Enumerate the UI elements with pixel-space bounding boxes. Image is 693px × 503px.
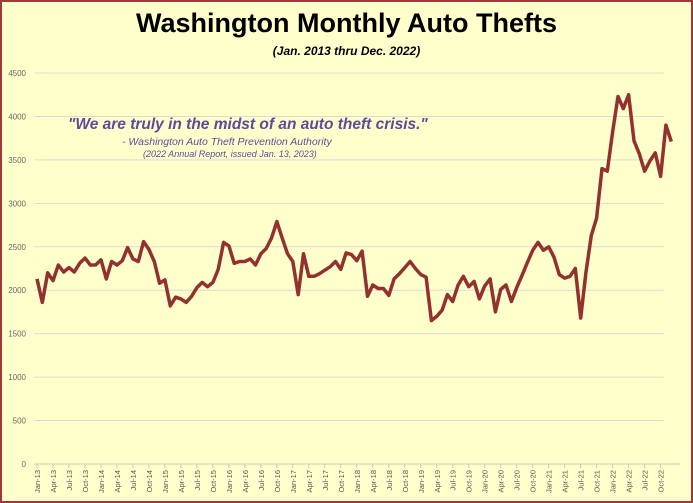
x-tick-label: Apr-19: [433, 470, 442, 493]
x-tick-label: Apr-18: [369, 470, 378, 493]
y-tick-label: 4000: [8, 112, 26, 121]
x-tick-label: Jul-20: [513, 470, 522, 490]
x-tick-label: Apr-21: [561, 470, 570, 493]
x-tick-label: Jul-17: [321, 470, 330, 490]
x-tick-label: Oct-19: [465, 470, 474, 493]
x-tick-label: Jan-15: [161, 470, 170, 493]
x-tick-label: Jan-20: [481, 470, 490, 493]
series-line: [35, 92, 673, 323]
x-tick-label: Jan-22: [609, 470, 618, 493]
x-tick-label: Jul-22: [641, 470, 650, 490]
x-tick-label: Oct-22: [657, 470, 666, 493]
x-tick-label: Oct-21: [593, 470, 602, 493]
x-tick-label: Jan-14: [97, 470, 106, 493]
y-tick-label: 0: [22, 460, 27, 469]
annotation-source: (2022 Annual Report, issued Jan. 13, 202…: [143, 149, 317, 159]
x-tick-label: Oct-15: [209, 470, 218, 493]
x-tick-label: Jul-13: [65, 470, 74, 490]
x-tick-label: Oct-16: [273, 470, 282, 493]
x-tick-label: Jul-18: [385, 470, 394, 490]
x-tick-label: Jul-21: [577, 470, 586, 490]
x-tick-label: Apr-15: [177, 470, 186, 493]
x-tick-label: Jan-17: [289, 470, 298, 493]
x-tick-label: Oct-14: [145, 470, 154, 493]
x-tick-label: Apr-17: [305, 470, 314, 493]
y-tick-label: 1500: [8, 330, 26, 339]
y-tick-label: 3500: [8, 156, 26, 165]
y-tick-label: 2500: [8, 243, 26, 252]
y-tick-label: 3000: [8, 199, 26, 208]
y-tick-label: 1000: [8, 373, 26, 382]
chart-subtitle: (Jan. 2013 thru Dec. 2022): [272, 44, 421, 58]
x-tick-label: Apr-16: [241, 470, 250, 493]
x-tick-label: Jul-14: [129, 470, 138, 490]
x-tick-label: Apr-13: [49, 470, 58, 493]
x-tick-label: Jul-15: [193, 470, 202, 490]
x-tick-label: Jul-16: [257, 470, 266, 490]
x-tick-label: Oct-17: [337, 470, 346, 493]
x-tick-label: Apr-20: [497, 470, 506, 493]
y-tick-label: 2000: [8, 286, 26, 295]
x-tick-label: Oct-20: [529, 470, 538, 493]
x-tick-label: Jul-19: [449, 470, 458, 490]
x-tick-label: Apr-14: [113, 470, 122, 493]
x-tick-label: Apr-22: [625, 470, 634, 493]
x-tick-label: Jan-19: [417, 470, 426, 493]
chart-title: Washington Monthly Auto Thefts: [136, 8, 557, 38]
x-tick-label: Jan-16: [225, 470, 234, 493]
annotation-quote: "We are truly in the midst of an auto th…: [68, 116, 428, 133]
x-tick-label: Jan-21: [545, 470, 554, 493]
x-tick-label: Oct-18: [401, 470, 410, 493]
annotation-attribution: - Washington Auto Theft Prevention Autho…: [122, 136, 332, 148]
y-tick-label: 500: [13, 417, 27, 426]
x-tick-label: Oct-13: [81, 470, 90, 493]
y-tick-label: 4500: [8, 69, 26, 78]
x-tick-label: Jan-13: [33, 470, 42, 493]
x-tick-label: Jan-18: [353, 470, 362, 493]
